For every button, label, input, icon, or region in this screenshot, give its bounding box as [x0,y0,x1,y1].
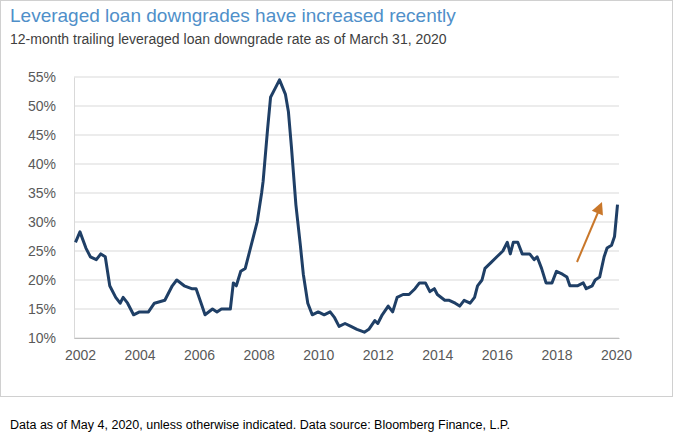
x-axis: 2002 2004 2006 2008 2010 2012 2014 2016 2018 2020 [65,338,632,363]
panel-frame [1,1,673,397]
x-tick: 2020 [601,338,632,363]
y-tick-label: 20% [28,272,56,288]
x-tick: 2002 [65,338,96,363]
y-tick-label: 10% [28,330,56,346]
y-tick-label: 55% [28,69,56,85]
line [75,80,617,332]
y-tick: 10% [28,330,74,346]
y-tick: 40% [28,156,74,172]
x-tick: 2008 [244,338,275,363]
x-tick-label: 2016 [482,347,513,363]
chart: Leveraged loan downgrades have increased… [0,0,675,446]
grid-line [74,106,619,107]
x-tick: 2010 [303,338,334,363]
y-tick: 25% [28,243,74,259]
y-tick-label: 40% [28,156,56,172]
x-tick: 2012 [363,338,394,363]
marks [75,80,617,332]
y-tick-label: 50% [28,98,56,114]
x-tick-label: 2006 [184,347,215,363]
y-tick-label: 25% [28,243,56,259]
grid-line [74,309,619,310]
x-tick-label: 2018 [541,347,572,363]
x-tick: 2006 [184,338,215,363]
y-tick: 35% [28,185,74,201]
x-tick: 2014 [422,338,453,363]
y-axis: 10% 15% 20% 25% 30% 35% 40% 45% 50% 55% [28,69,75,346]
x-tick-label: 2004 [124,347,155,363]
y-tick-label: 35% [28,185,56,201]
x-tick-label: 2008 [244,347,275,363]
grid-line [74,280,619,281]
x-tick-label: 2014 [422,347,453,363]
y-axis-line [74,78,75,339]
grid [74,77,619,338]
plot: 10%15%20%25%30%35%40%45%50%55%2002200420… [28,69,632,363]
x-tick-label: 2002 [65,347,96,363]
y-tick: 30% [28,214,74,230]
grid-line [74,135,619,136]
x-tick-label: 2010 [303,347,334,363]
title: Leveraged loan downgrades have increased… [10,5,456,26]
y-tick: 20% [28,272,74,288]
grid-line [74,193,619,194]
y-tick: 15% [28,301,74,317]
grid-line [74,164,619,165]
arrow-head [592,202,603,215]
caption: Data as of May 4, 2020, unless otherwise… [10,418,510,432]
y-tick-label: 30% [28,214,56,230]
arrow [577,202,603,262]
grid-line [74,77,619,78]
y-tick-label: 15% [28,301,56,317]
x-tick-label: 2012 [363,347,394,363]
x-tick: 2004 [124,338,155,363]
grid-line [74,338,619,339]
y-tick: 50% [28,98,74,114]
y-tick: 45% [28,127,74,143]
x-axis-line [75,338,620,339]
x-tick-label: 2020 [601,347,632,363]
x-tick: 2016 [482,338,513,363]
x-tick: 2018 [541,338,572,363]
grid-line [74,222,619,223]
subtitle: 12-month trailing leveraged loan downgra… [10,31,447,47]
y-tick: 55% [28,69,74,85]
arrow-shaft [577,210,599,262]
grid-line [74,251,619,252]
y-tick-label: 45% [28,127,56,143]
